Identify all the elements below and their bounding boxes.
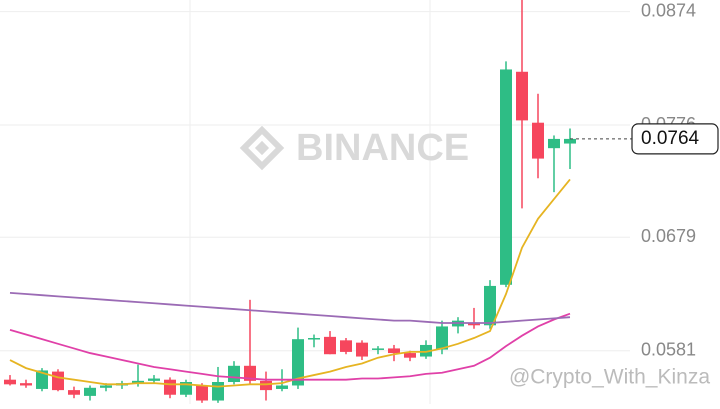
candle-body [84,387,96,396]
candle-body [228,365,240,383]
candle-body [148,378,160,381]
credit: @Crypto_With_Kinza [509,366,710,389]
moving-average [9,291,571,324]
y-tick-label: 0.0679 [641,226,696,246]
watermark: BINANCE [296,127,469,169]
candle-body [340,340,352,352]
candle-body [164,379,176,395]
candle-body [276,385,288,389]
candle-body [516,71,528,121]
moving-average [9,178,571,388]
candle-body [356,342,368,357]
candle-body [548,138,560,149]
candle-body [20,383,32,386]
last-price-label: 0.0764 [641,128,700,149]
y-tick-label: 0.0581 [641,340,696,360]
moving-average [9,312,571,381]
candle-body [132,380,144,384]
candle-body [372,348,384,350]
candle-body [244,365,256,381]
y-tick-label: 0.0874 [641,0,696,20]
candle-body [468,322,480,326]
candle-body [404,353,416,358]
candle-body [388,348,400,354]
last-price-box [631,123,719,155]
candle-body [420,344,432,357]
candle-body [564,138,576,144]
candle-body [532,122,544,159]
candle-body [324,336,336,355]
candle-body [196,385,208,401]
candle-body [308,338,320,340]
candle-body [436,326,448,350]
candle-body [100,385,112,388]
candle-body [36,370,48,389]
watermark-logo [239,125,285,171]
candle-body [292,339,304,386]
candle-body [484,285,496,326]
candle-body [212,382,224,401]
candle-body [500,69,512,285]
candle-body [52,371,64,391]
candle-body [68,390,80,395]
candle-body [260,380,272,391]
candle-body [4,379,16,385]
